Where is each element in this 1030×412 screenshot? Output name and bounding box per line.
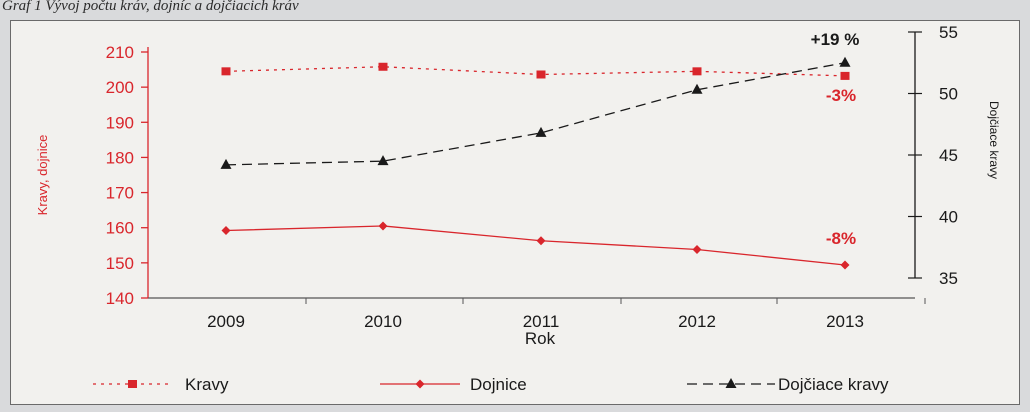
x-tick-label: 2009 xyxy=(207,312,245,331)
dojnice-point xyxy=(840,260,850,270)
dojciace-kravy-point xyxy=(691,83,703,94)
right-y-axis-title: Dojčiace kravy xyxy=(987,101,1001,179)
series-dojnice-line xyxy=(225,225,846,266)
left-tick-label: 210 xyxy=(106,43,134,62)
change-annotation: -3% xyxy=(826,86,856,105)
left-tick-label: 150 xyxy=(106,254,134,273)
dojciace-kravy-point xyxy=(377,155,389,166)
legend-label: Dojčiace kravy xyxy=(778,375,889,394)
left-tick-label: 140 xyxy=(106,289,134,308)
left-tick-label: 200 xyxy=(106,78,134,97)
figure-caption: Graf 1 Vývoj počtu kráv, dojníc a dojčia… xyxy=(2,0,299,14)
right-tick-label: 45 xyxy=(939,146,958,165)
series-kravy-line xyxy=(225,66,846,77)
series-dojciace-kravy-line xyxy=(225,62,846,166)
dojciace-kravy-point xyxy=(839,56,851,67)
right-tick-label: 35 xyxy=(939,269,958,288)
left-tick-label: 160 xyxy=(106,219,134,238)
right-tick-label: 55 xyxy=(939,23,958,42)
left-tick-label: 170 xyxy=(106,184,134,203)
legend-label: Dojnice xyxy=(470,375,527,394)
legend-label: Kravy xyxy=(185,375,229,394)
x-tick-label: 2013 xyxy=(826,312,864,331)
kravy-point xyxy=(536,70,546,79)
left-tick-label: 180 xyxy=(106,148,134,167)
x-axis-title: Rok xyxy=(525,329,556,348)
right-tick-label: 40 xyxy=(939,208,958,227)
kravy-point xyxy=(221,67,231,76)
chart-panel xyxy=(10,20,1020,405)
left-tick-label: 190 xyxy=(106,113,134,132)
right-tick-label: 50 xyxy=(939,85,958,104)
x-tick-label: 2011 xyxy=(523,312,560,331)
kravy-point xyxy=(692,67,702,76)
dojnice-point xyxy=(536,236,546,246)
change-annotation: +19 % xyxy=(811,30,860,49)
kravy-point xyxy=(840,71,850,80)
left-y-axis-title: Kravy, dojnice xyxy=(35,135,50,216)
change-annotation: -8% xyxy=(826,229,856,248)
kravy-point xyxy=(378,62,388,71)
dojnice-point xyxy=(221,226,231,236)
legend-marker xyxy=(128,380,137,388)
legend-marker xyxy=(415,379,425,389)
legend-marker xyxy=(725,378,737,388)
x-tick-label: 2010 xyxy=(364,312,402,331)
x-tick-label: 2012 xyxy=(678,312,716,331)
dojnice-point xyxy=(692,245,702,255)
dojciace-kravy-point xyxy=(220,158,232,169)
dojnice-point xyxy=(378,221,388,231)
dojciace-kravy-point xyxy=(535,126,547,137)
